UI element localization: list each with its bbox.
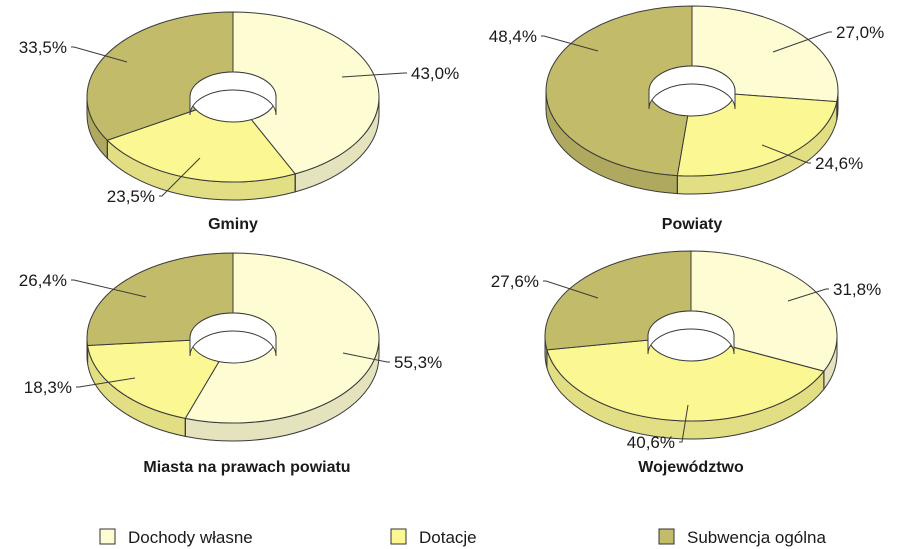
value-label-dotacje: 40,6% xyxy=(627,433,675,452)
donut-chart-1: 43,0% 23,5% 33,5% Gminy xyxy=(19,11,459,233)
leader-line-dochody xyxy=(341,72,407,78)
leader-line-subwencja xyxy=(71,46,128,63)
value-label-dochody: 27,0% xyxy=(836,23,884,42)
chart-title: Województwo xyxy=(638,459,744,476)
value-label-dochody: 55,3% xyxy=(394,353,442,372)
chart-title: Powiaty xyxy=(662,216,723,233)
donut-hole xyxy=(648,65,736,110)
value-label-dochody: 43,0% xyxy=(411,64,459,83)
donut-hole xyxy=(189,312,277,357)
value-label-dotacje: 24,6% xyxy=(815,154,863,173)
value-label-dochody: 31,8% xyxy=(833,280,881,299)
legend-label-dochody: Dochody własne xyxy=(128,528,253,547)
value-label-subwencja: 26,4% xyxy=(19,271,67,290)
donut-chart-2: 27,0% 24,6% 48,4% Powiaty xyxy=(489,5,884,233)
donut-hole xyxy=(189,71,277,116)
legend-item-subwencja: Subwencja ogólna xyxy=(658,528,826,547)
value-label-dotacje: 18,3% xyxy=(24,378,72,397)
value-label-dotacje: 23,5% xyxy=(107,187,155,206)
legend-item-dotacje: Dotacje xyxy=(390,528,477,547)
legend-swatch-subwencja xyxy=(658,528,675,545)
leader-line-dotacje xyxy=(159,157,201,197)
legend-label-subwencja: Subwencja ogólna xyxy=(687,528,826,547)
leader-line-dochody xyxy=(342,352,390,363)
donut-hole xyxy=(647,310,735,355)
legend-swatch-dochody xyxy=(99,528,116,545)
legend-swatch-dotacje xyxy=(390,528,407,545)
legend: Dochody własne Dotacje Subwencja ogólna xyxy=(99,528,826,547)
leader-line-subwencja xyxy=(71,279,147,298)
leader-line-subwencja xyxy=(543,280,599,299)
chart-title: Miasta na prawach powiatu xyxy=(143,459,350,476)
slice-dotacje xyxy=(676,93,838,177)
slice-dotacje xyxy=(106,109,297,183)
leader-line-dochody xyxy=(787,288,829,302)
slice-dotacje xyxy=(86,339,220,419)
legend-item-dochody: Dochody własne xyxy=(99,528,253,547)
legend-label-dotacje: Dotacje xyxy=(419,528,477,547)
leader-line-dotacje xyxy=(76,377,136,388)
value-label-subwencja: 48,4% xyxy=(489,27,537,46)
value-label-subwencja: 33,5% xyxy=(19,38,67,57)
slice-dochody xyxy=(690,250,838,372)
donut-chart-4: 31,8% 40,6% 27,6% Województwo xyxy=(491,250,881,476)
donut-chart-3: 55,3% 18,3% 26,4% Miasta na prawach powiatu xyxy=(19,252,442,476)
leader-line-dochody xyxy=(772,31,832,53)
leader-line-subwencja xyxy=(541,35,599,52)
chart-title: Gminy xyxy=(208,216,258,233)
slice-subwencja xyxy=(544,250,692,351)
leader-line-dotacje xyxy=(761,144,811,164)
value-label-subwencja: 27,6% xyxy=(491,272,539,291)
slice-dotacje xyxy=(546,339,825,422)
leader-line-dotacje xyxy=(679,404,689,443)
